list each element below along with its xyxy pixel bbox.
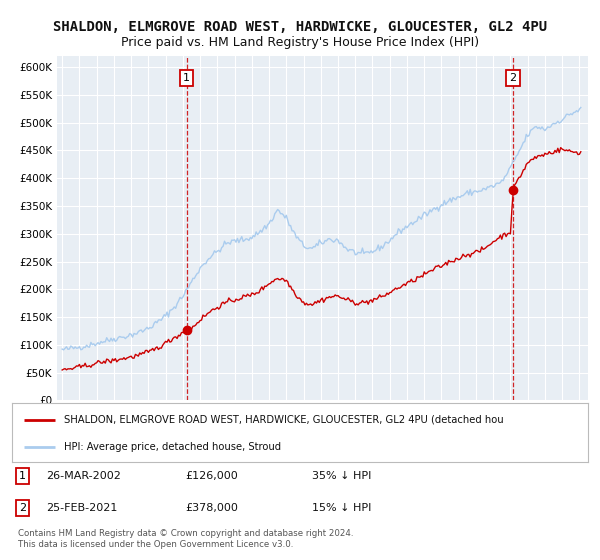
- Text: SHALDON, ELMGROVE ROAD WEST, HARDWICKE, GLOUCESTER, GL2 4PU (detached hou: SHALDON, ELMGROVE ROAD WEST, HARDWICKE, …: [64, 414, 503, 424]
- Text: 35% ↓ HPI: 35% ↓ HPI: [311, 471, 371, 481]
- Text: 1: 1: [184, 73, 190, 83]
- Text: 25-FEB-2021: 25-FEB-2021: [47, 503, 118, 514]
- Text: £378,000: £378,000: [185, 503, 238, 514]
- Text: £126,000: £126,000: [185, 471, 238, 481]
- Text: 2: 2: [19, 503, 26, 514]
- Text: 26-MAR-2002: 26-MAR-2002: [47, 471, 121, 481]
- Text: SHALDON, ELMGROVE ROAD WEST, HARDWICKE, GLOUCESTER, GL2 4PU: SHALDON, ELMGROVE ROAD WEST, HARDWICKE, …: [53, 20, 547, 34]
- Text: 1: 1: [19, 471, 26, 481]
- Text: Contains HM Land Registry data © Crown copyright and database right 2024.
This d: Contains HM Land Registry data © Crown c…: [18, 529, 353, 549]
- Text: HPI: Average price, detached house, Stroud: HPI: Average price, detached house, Stro…: [64, 442, 281, 452]
- Text: 2: 2: [509, 73, 517, 83]
- Text: Price paid vs. HM Land Registry's House Price Index (HPI): Price paid vs. HM Land Registry's House …: [121, 36, 479, 49]
- Text: 15% ↓ HPI: 15% ↓ HPI: [311, 503, 371, 514]
